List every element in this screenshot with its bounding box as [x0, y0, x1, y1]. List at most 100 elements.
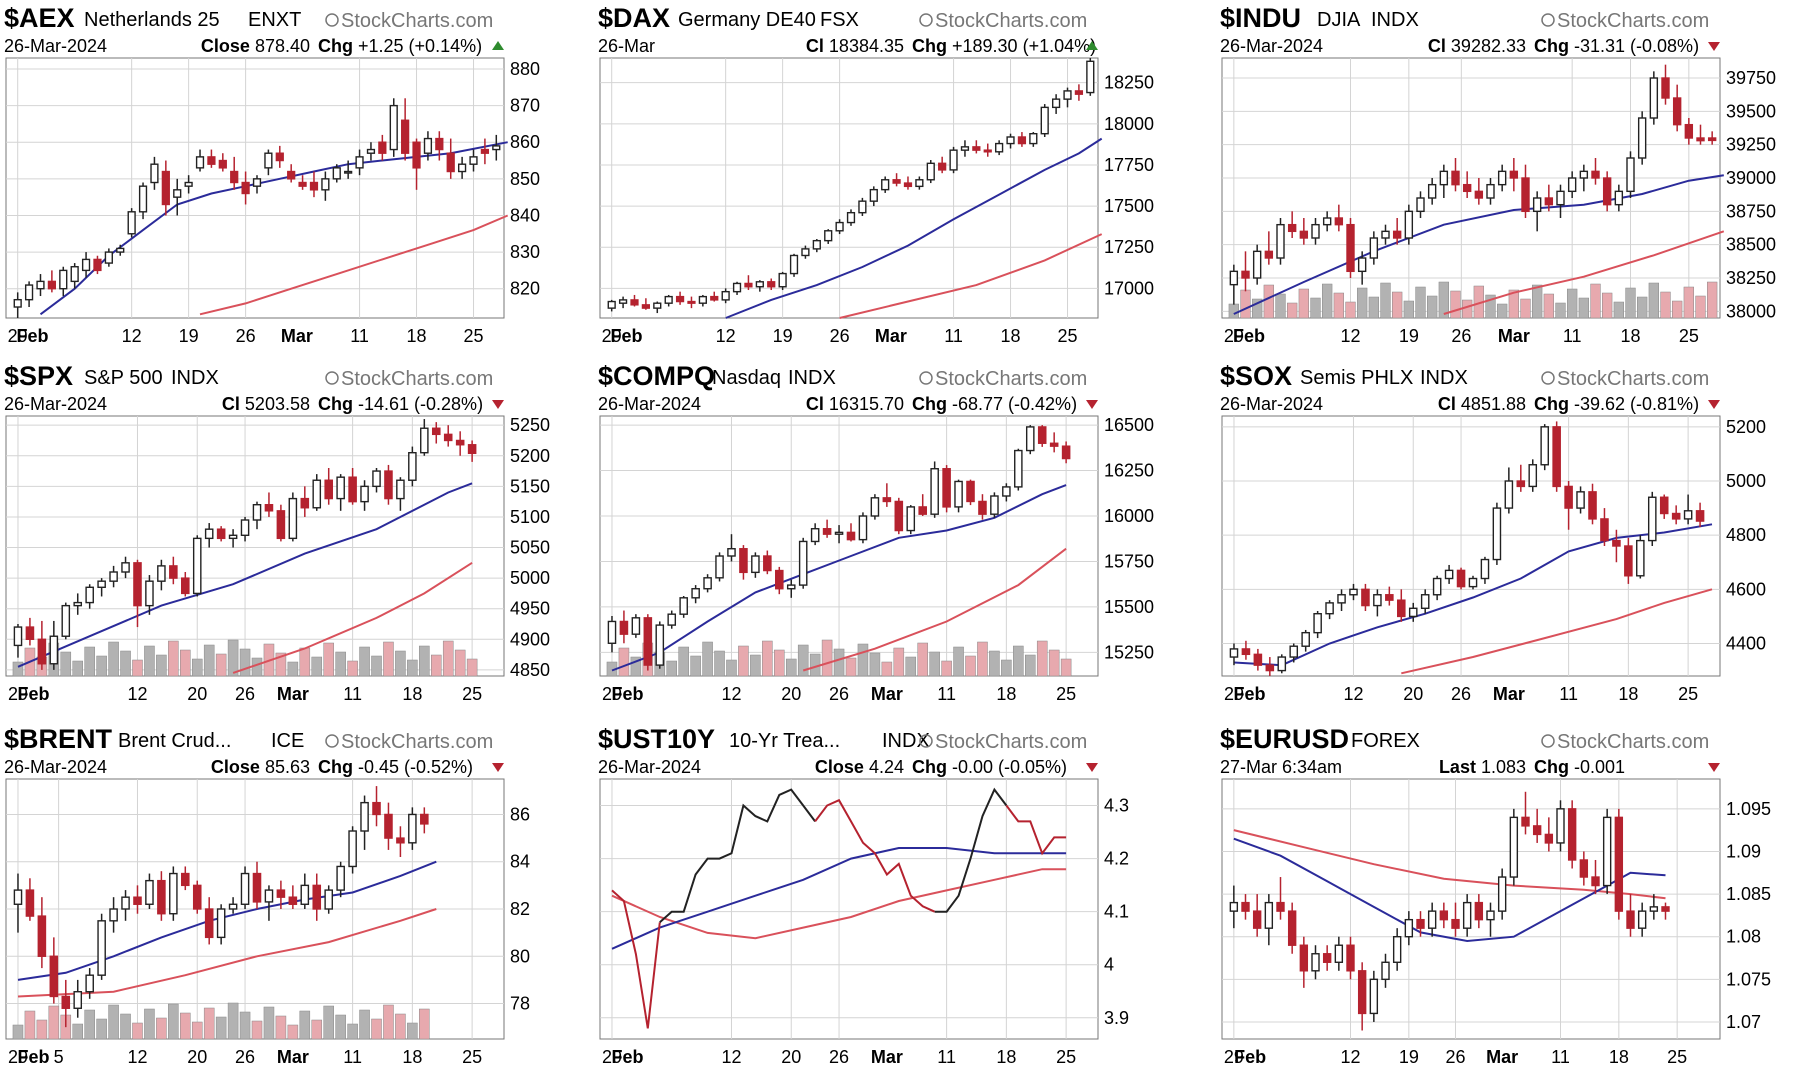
y-tick-label: 38500	[1726, 235, 1776, 255]
price-line	[934, 787, 1008, 913]
candle-body	[1468, 577, 1478, 588]
candle-body	[1408, 607, 1418, 618]
candle-body	[457, 163, 467, 173]
candle-body	[1264, 250, 1274, 259]
candle	[276, 880, 286, 909]
x-tick-label: 26	[1451, 326, 1471, 346]
candle-body	[1649, 77, 1659, 119]
y-tick-label: 5200	[510, 446, 550, 466]
candle	[431, 422, 441, 444]
chg-label: Chg	[1534, 36, 1569, 56]
chart-panel-sox[interactable]: $SOX Semis PHLX INDX StockCharts.com 26-Mar-…	[1216, 358, 1802, 710]
candle	[1017, 132, 1027, 147]
chart-panel-spx[interactable]: $SPX S&P 500 INDX StockCharts.com 26-Mar-202…	[0, 358, 586, 710]
candle	[721, 288, 730, 304]
candle	[641, 298, 651, 310]
candle-body	[1556, 190, 1565, 206]
candle-body	[300, 497, 310, 509]
candle	[778, 271, 787, 291]
candle-body	[1334, 217, 1344, 226]
y-tick-label: 4600	[1726, 579, 1766, 599]
candle	[145, 873, 154, 909]
candle	[1397, 589, 1406, 622]
candle-body	[216, 908, 226, 939]
chart-symbol: $EURUSD	[1220, 724, 1349, 754]
chart-panel-eurusd[interactable]: $EURUSD FOREX StockCharts.com 27-Mar 6:34am…	[1216, 721, 1802, 1073]
candle	[1532, 191, 1542, 232]
candle-body	[619, 620, 629, 635]
candle	[1556, 800, 1565, 852]
candle-body	[751, 555, 760, 574]
y-tick-label: 17250	[1104, 237, 1154, 257]
candle	[1357, 251, 1367, 285]
candle-body	[81, 258, 91, 272]
candle-body	[1492, 507, 1502, 561]
volume-bar	[132, 659, 143, 677]
candle	[1497, 868, 1507, 920]
close-value: 878.40	[250, 36, 310, 56]
y-tick-label: 880	[510, 59, 540, 79]
volume-bar	[203, 644, 215, 677]
candle-body	[312, 884, 322, 910]
x-tick-label: 25	[463, 326, 483, 346]
candle	[1474, 178, 1484, 205]
chart-panel-aex[interactable]: $AEX Netherlands 25 ENXT StockCharts.com 26-…	[0, 0, 586, 352]
candle	[892, 173, 901, 187]
candle	[378, 134, 387, 161]
x-tick-label: Mar	[1498, 326, 1530, 346]
candle-body	[1311, 223, 1320, 239]
candle-body	[710, 295, 719, 301]
candle	[161, 160, 170, 216]
volume-bar	[1672, 300, 1683, 319]
y-tick-label: 16250	[1104, 461, 1154, 481]
candle	[1392, 928, 1402, 971]
candle-body	[1626, 157, 1635, 193]
candle-body	[1252, 910, 1262, 929]
candle	[1346, 218, 1355, 278]
y-tick-label: 5100	[510, 507, 550, 527]
candle-body	[70, 266, 79, 283]
candle	[61, 602, 71, 640]
close-value: 16315.70	[824, 394, 904, 414]
volume-bar	[1415, 286, 1426, 319]
chart-panel-brent[interactable]: $BRENT Brent Crud... ICE StockCharts.com 26-…	[0, 721, 586, 1073]
x-tick-label: Feb	[18, 684, 50, 704]
copyright-icon	[919, 13, 933, 27]
candle	[607, 299, 616, 312]
chart-symbol: $AEX	[4, 3, 75, 33]
x-tick-label: 18	[407, 326, 427, 346]
candle-body	[1661, 77, 1670, 99]
chg-value: +1.25 (+0.14%)	[353, 36, 482, 56]
candle-body	[264, 889, 274, 903]
candle-body	[1439, 170, 1449, 186]
volume-bar	[120, 1013, 131, 1040]
volume-bar	[263, 1006, 275, 1040]
volume-bar	[383, 641, 394, 677]
candle	[241, 171, 250, 205]
chart-name: S&P 500	[84, 367, 163, 389]
candle-body	[37, 915, 47, 957]
candle	[1516, 464, 1526, 492]
volume-bar	[1024, 654, 1036, 677]
volume-bar	[96, 655, 107, 677]
candle-body	[698, 295, 707, 304]
candle-body	[348, 830, 357, 868]
candle	[1337, 589, 1346, 611]
candle-body	[61, 995, 71, 1009]
chart-panel-dax[interactable]: $DAX Germany DE40 FSX StockCharts.com 26-Mar…	[594, 0, 1180, 352]
chg-label: Chg	[318, 36, 353, 56]
candle-body	[1636, 539, 1645, 577]
chart-panel-compq[interactable]: $COMPQ Nasdaq INDX StockCharts.com 26-Mar-20…	[594, 358, 1180, 710]
candle	[1672, 84, 1682, 132]
candle	[121, 890, 130, 921]
volume-bar	[797, 644, 809, 677]
chart-panel-ust10y[interactable]: $UST10Y 10-Yr Trea... INDX StockCharts.com 2…	[594, 721, 1180, 1073]
candle-body	[276, 510, 286, 540]
candle	[1002, 483, 1011, 502]
x-tick-label: 25	[1057, 326, 1077, 346]
chart-panel-indu[interactable]: $INDU DJIA INDX StockCharts.com 26-Mar-2024 C…	[1216, 0, 1802, 352]
candle-body	[1695, 510, 1705, 522]
candle-body	[13, 298, 22, 308]
candle-body	[204, 528, 214, 540]
candle	[372, 786, 381, 827]
